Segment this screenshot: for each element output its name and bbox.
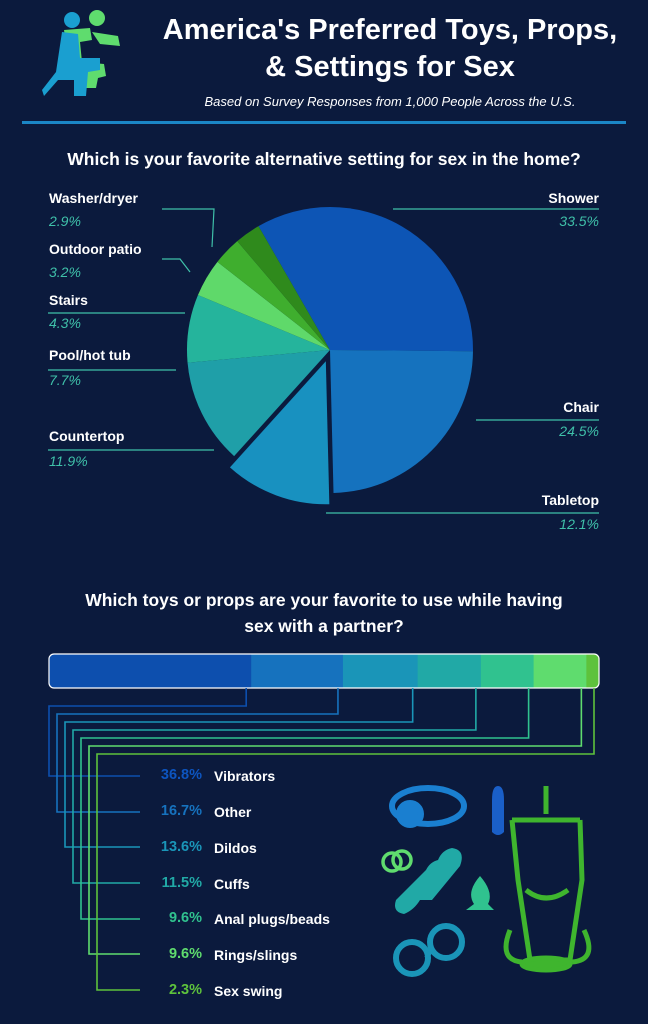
pie-slice-pool-hot-tub [187,295,330,363]
bar-segment-other [251,654,344,688]
bar-segment-vibrators [49,654,252,688]
bar-pct-cuffs: 11.5% [161,875,202,891]
pie-label-tabletop: Tabletop [541,492,599,508]
header-divider [22,121,626,124]
pie-value-washer-dryer: 2.9% [49,213,81,229]
bar-connector-rings-slings [88,688,583,955]
bar-outline [48,653,600,689]
pie-value-tabletop: 12.1% [559,516,599,532]
sex-swing-icon [503,786,592,973]
pie-value-stairs: 4.3% [49,315,81,331]
bar-question-text: Which toys or props are your favorite to… [85,590,563,636]
page-subtitle: Based on Survey Responses from 1,000 Peo… [204,94,576,109]
bar-connector-vibrators [48,688,247,777]
bar-segment-sex-swing [586,654,599,688]
pie-question: Which is your favorite alternative setti… [67,149,581,169]
bar-connector-anal-plugs-beads [80,688,530,920]
bar-connector-dildos [64,688,414,848]
pie-slice-tabletop [229,361,330,505]
page-title: America's Preferred Toys, Props, & Settin… [162,14,618,83]
bar-segment-cuffs [417,654,482,688]
bar-pct-other: 16.7% [160,803,202,819]
pie-value-pool-hot-tub: 7.7% [49,372,81,388]
pie-slice-washer-dryer [237,226,330,350]
ball-gag-icon [389,785,467,828]
pie-label-pool-hot-tub: Pool/hot tub [49,347,131,363]
pie-leader-washer-dryer [162,208,215,248]
bar-name-sex-swing: Sex swing [214,983,283,999]
bar-pct-rings-slings: 9.6% [168,946,202,962]
bar-connector-sex-swing [96,688,595,991]
pie-label-chair: Chair [563,399,599,415]
pie-slice-shower [258,206,474,352]
pie-label-outdoor-patio: Outdoor patio [49,241,142,257]
dildo-icon [395,848,462,914]
bar-name-dildos: Dildos [214,840,257,856]
pie-label-stairs: Stairs [49,292,88,308]
bar-name-rings-slings: Rings/slings [214,947,298,963]
bar-name-vibrators: Vibrators [214,768,276,784]
bar-segment-dildos [342,654,419,688]
pie-label-washer-dryer: Washer/dryer [49,190,138,206]
pie-label-countertop: Countertop [49,428,125,444]
pie-label-shower: Shower [548,190,599,206]
pie-leader-outdoor-patio [162,258,191,273]
couple-figure-icon [42,10,120,96]
bar-connector-cuffs [72,688,477,884]
bar-question: Which toys or props are your favorite to… [0,587,648,639]
butt-plug-icon [466,876,494,910]
handcuffs-icon [393,923,465,977]
pie-value-shower: 33.5% [559,213,599,229]
bar-pct-vibrators: 36.8% [160,767,202,783]
bar-segment-anal-plugs-beads [480,654,535,688]
pie-slice-outdoor-patio [217,241,330,350]
pie-slice-stairs [197,261,330,350]
rings-icon [381,849,413,873]
bar-connector-other [56,688,339,813]
bar-name-anal-plugs: Anal plugs/beads [214,911,330,927]
bar-pct-dildos: 13.6% [160,839,202,855]
pie-value-countertop: 11.9% [49,453,88,469]
bar-pct-sex-swing: 2.3% [168,982,202,998]
pie-value-outdoor-patio: 3.2% [49,264,81,280]
pie-slice-chair [330,350,473,493]
bar-name-other: Other [214,804,252,820]
pie-slice-countertop [187,350,330,457]
pie-value-chair: 24.5% [559,423,599,439]
bar-name-cuffs: Cuffs [214,876,250,892]
vibrator-icon [492,786,504,835]
bar-pct-anal-plugs: 9.6% [168,910,202,926]
bar-segment-rings-slings [533,654,587,688]
